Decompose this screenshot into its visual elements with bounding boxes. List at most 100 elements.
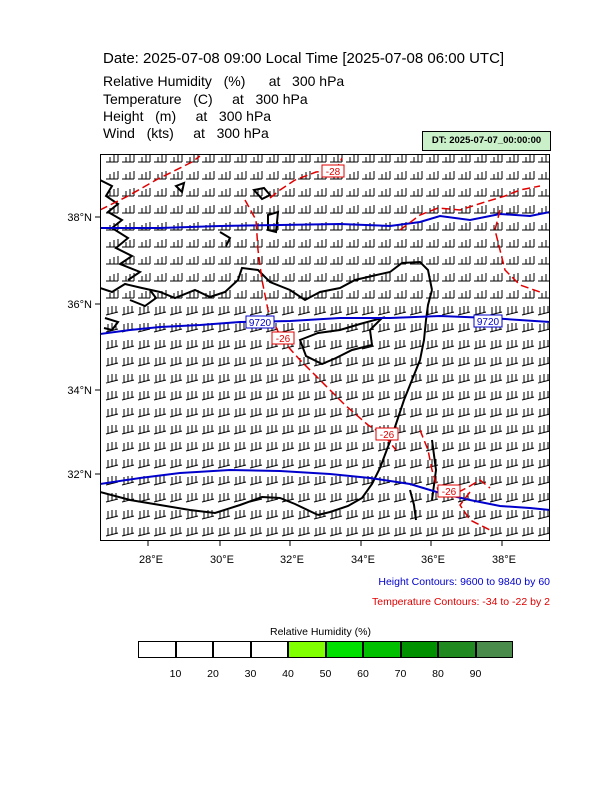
wind-barb [313,527,327,537]
wind-barb [249,459,263,469]
wind-barb [521,527,535,537]
legend-value: 70 [394,668,407,680]
wind-barb [297,527,311,537]
wind-barb [250,188,263,197]
wind-barb [314,239,327,248]
wind-barb [378,171,391,180]
wind-barb [170,154,183,163]
wind-barb [137,527,151,537]
wind-barb [506,188,519,197]
wind-barb [474,273,487,282]
wind-barb [521,442,535,452]
wind-barb [346,205,359,214]
wind-barb [377,357,391,367]
wind-barb [377,442,391,452]
wind-barb [346,222,359,231]
wind-barb [234,273,247,282]
wind-barb [489,459,503,469]
wind-barb [393,374,407,384]
wind-barb [282,256,295,265]
wind-barb [105,527,119,537]
wind-barb [361,408,375,418]
wind-barb [266,273,279,282]
wind-barb [297,442,311,452]
wind-barb [217,340,231,350]
wind-barb [426,273,439,282]
wind-barb [329,425,343,435]
wind-barb [153,442,167,452]
wind-barb [153,357,167,367]
wind-barb [329,391,343,401]
wind-barb [473,323,487,333]
wind-barb [361,425,375,435]
wind-barb [457,306,471,316]
wind-barb [250,154,263,163]
wind-barb [442,154,455,163]
wind-barb [249,527,263,537]
wind-barb [426,188,439,197]
wind-barb [218,239,231,248]
wind-barb [474,290,487,299]
legend-swatch [363,641,401,658]
wind-barb [522,222,535,231]
wind-barb [250,239,263,248]
wind-barb [121,357,135,367]
wind-barb [298,290,311,299]
temp-label-1: -28 [326,167,341,178]
legend-title: Relative Humidity (%) [270,626,371,638]
wind-barb [329,527,343,537]
wind-barb [394,188,407,197]
wind-barb [505,510,519,520]
wind-barb [474,205,487,214]
wind-barb [537,323,550,333]
wind-barb [249,425,263,435]
wind-barb [281,306,295,316]
wind-barb [266,256,279,265]
wind-barb [154,222,167,231]
wind-barb [185,340,199,350]
wind-barb [186,256,199,265]
wind-barb [137,459,151,469]
wind-barb [297,374,311,384]
wind-barb [441,425,455,435]
wind-barb [345,527,359,537]
wind-barb [538,256,550,265]
wind-barb [538,222,550,231]
height-label-1: 9720 [249,318,272,329]
wind-barb [234,188,247,197]
wind-barb [362,171,375,180]
wind-barb [378,188,391,197]
wind-barb [185,408,199,418]
wind-barb [298,171,311,180]
wind-barb [249,476,263,486]
wind-barb [153,459,167,469]
wind-barb [217,357,231,367]
wind-barb [233,527,247,537]
wind-barb [538,239,550,248]
wind-barb [106,188,119,197]
wind-barb [378,273,391,282]
wind-barb [361,323,375,333]
wind-barb [537,510,550,520]
wind-barb [522,171,535,180]
wind-barb [297,340,311,350]
wind-barb [218,290,231,299]
wind-barb [458,239,471,248]
wind-barb [202,171,215,180]
wind-barb [105,459,119,469]
wind-barb [473,493,487,503]
wind-barb [425,391,439,401]
wind-barb [457,527,471,537]
wind-barb [106,154,119,163]
wind-barb [265,357,279,367]
wind-barb [426,205,439,214]
wind-barb [250,205,263,214]
wind-barb [153,425,167,435]
wind-barb [169,425,183,435]
wind-barb [314,290,327,299]
wind-barb [361,374,375,384]
wind-barb [217,442,231,452]
wind-barb [489,527,503,537]
wind-barb [282,273,295,282]
wind-barb [281,442,295,452]
